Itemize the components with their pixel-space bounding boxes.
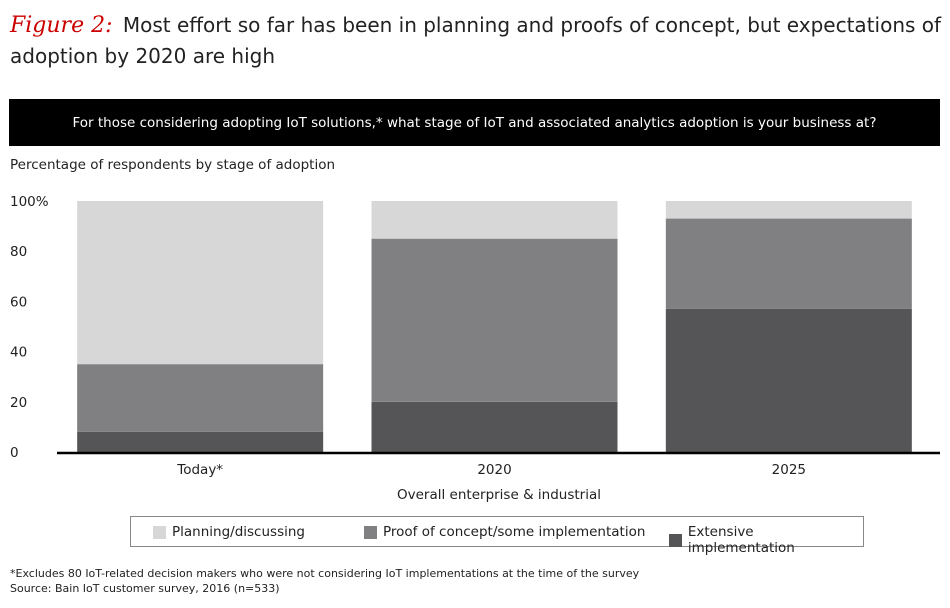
bar-segment-planning-discussing-1 xyxy=(371,201,618,239)
bar-segment-planning-discussing-2 xyxy=(665,201,912,219)
question-banner: For those considering adopting IoT solut… xyxy=(9,99,940,146)
y-tick-label: 80 xyxy=(10,244,27,260)
legend-label-proof-of-concept: Proof of concept/some implementation xyxy=(383,524,646,540)
x-axis-title: Overall enterprise & industrial xyxy=(397,487,601,503)
bar-segment-planning-discussing-0 xyxy=(77,201,324,365)
legend-item-proof-of-concept: Proof of concept/some implementation xyxy=(364,524,645,540)
stacked-bar-chart: 0 20 40 60 80 100% Today* 2020 2025 Overall enter… xyxy=(10,194,940,503)
chart-subtitle: Percentage of respondents by stage of ad… xyxy=(10,157,336,173)
legend-item-extensive: Extensive implementation xyxy=(669,524,863,556)
bar-segment-proof-of-concept-some-implementation-1 xyxy=(371,238,618,402)
footnotes: *Excludes 80 IoT-related decision makers… xyxy=(10,566,639,596)
legend-swatch-extensive xyxy=(669,533,682,547)
footnote-source: Source: Bain IoT customer survey, 2016 (… xyxy=(10,582,280,595)
y-tick-label: 60 xyxy=(10,294,27,310)
footnote-exclusion: *Excludes 80 IoT-related decision makers… xyxy=(10,567,640,580)
y-tick-label: 0 xyxy=(10,445,19,461)
question-text: For those considering adopting IoT solut… xyxy=(72,114,877,131)
legend-swatch-planning xyxy=(153,525,166,539)
y-tick-label: 100% xyxy=(10,194,49,210)
legend-item-planning: Planning/discussing xyxy=(153,524,305,540)
x-tick-label: Today* xyxy=(176,462,223,478)
figure-label: Figure 2: xyxy=(10,13,113,38)
chart-legend: Planning/discussing Proof of concept/som… xyxy=(130,516,864,556)
bar-segment-extensive-implementation-0 xyxy=(77,431,324,452)
legend-label-planning: Planning/discussing xyxy=(172,524,305,540)
y-tick-label: 40 xyxy=(10,345,27,361)
bar-segment-proof-of-concept-some-implementation-2 xyxy=(665,218,912,309)
legend-label-extensive: Extensive implementation xyxy=(687,524,795,556)
x-tick-label: 2020 xyxy=(477,462,511,478)
figure-title: Figure 2: Most effort so far has been in… xyxy=(10,10,945,72)
bar-segment-extensive-implementation-1 xyxy=(371,401,618,452)
x-tick-label: 2025 xyxy=(772,462,806,478)
bar-segment-extensive-implementation-2 xyxy=(665,308,912,452)
figure-title-text: Most effort so far has been in planning … xyxy=(10,13,942,68)
legend-swatch-proof-of-concept xyxy=(364,525,377,539)
bar-segment-proof-of-concept-some-implementation-0 xyxy=(77,364,324,432)
y-tick-label: 20 xyxy=(10,395,27,411)
